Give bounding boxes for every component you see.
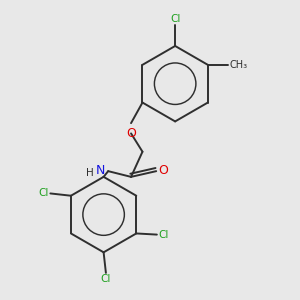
Text: O: O [158,164,168,176]
Text: O: O [126,127,136,140]
Text: Cl: Cl [170,14,180,24]
Text: CH₃: CH₃ [230,60,248,70]
Text: N: N [95,164,105,176]
Text: Cl: Cl [101,274,111,284]
Text: H: H [85,168,93,178]
Text: Cl: Cl [158,230,168,240]
Text: Cl: Cl [39,188,49,198]
